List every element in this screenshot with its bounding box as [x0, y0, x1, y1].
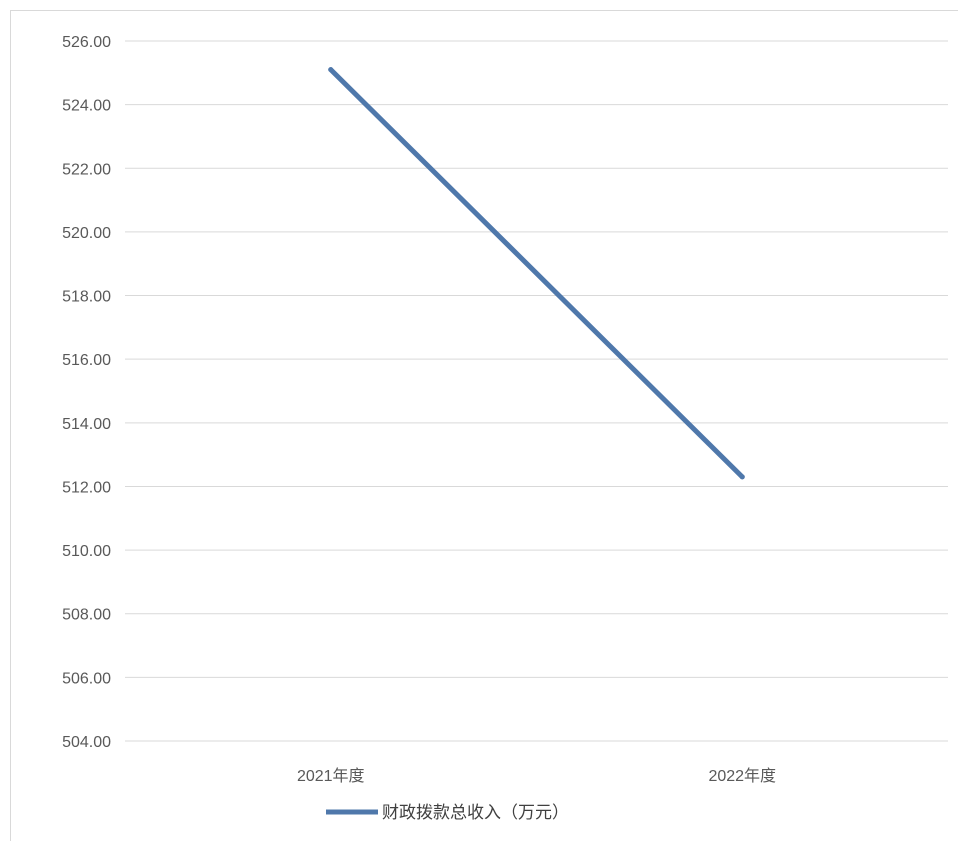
x-tick-label: 2022年度	[708, 767, 776, 785]
series-line	[328, 67, 745, 480]
legend: 财政拨款总收入（万元）	[326, 803, 569, 822]
y-axis-tick-labels: 504.00 506.00 508.00 510.00 512.00 514.00 516.…	[62, 34, 111, 751]
y-tick-label: 504.00	[62, 734, 111, 751]
gridlines	[125, 40, 948, 742]
data-point	[328, 67, 334, 73]
x-axis-tick-labels: 2021年度 2022年度	[297, 767, 776, 785]
y-tick-label: 520.00	[62, 225, 111, 242]
y-tick-label: 526.00	[62, 34, 111, 51]
y-tick-label: 522.00	[62, 161, 111, 178]
chart-frame	[10, 10, 958, 841]
y-tick-label: 508.00	[62, 607, 111, 624]
x-tick-label: 2021年度	[297, 767, 365, 785]
y-tick-label: 510.00	[62, 543, 111, 560]
y-tick-label: 506.00	[62, 670, 111, 687]
y-tick-label: 512.00	[62, 479, 111, 496]
series-layer	[328, 67, 745, 480]
y-tick-label: 514.00	[62, 416, 111, 433]
y-tick-label: 518.00	[62, 289, 111, 306]
y-tick-label: 524.00	[62, 98, 111, 115]
legend-label: 财政拨款总收入（万元）	[382, 803, 569, 822]
data-point	[739, 474, 745, 480]
y-tick-label: 516.00	[62, 352, 111, 369]
